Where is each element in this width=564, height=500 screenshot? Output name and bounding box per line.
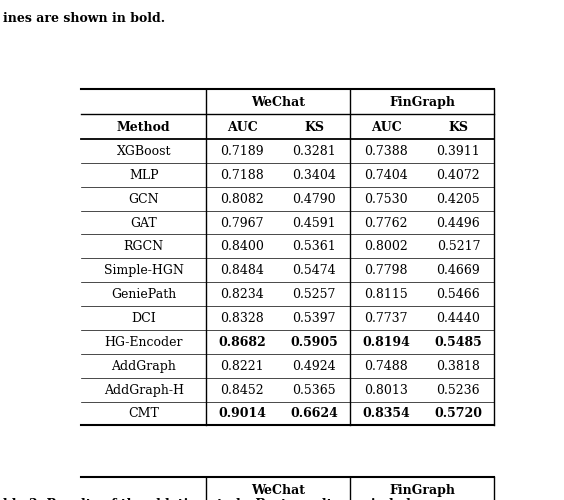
- Text: 0.4072: 0.4072: [437, 169, 480, 182]
- Text: AddGraph: AddGraph: [111, 360, 176, 372]
- Text: FinGraph: FinGraph: [389, 96, 455, 108]
- Text: 0.3281: 0.3281: [292, 145, 336, 158]
- Text: GAT: GAT: [130, 216, 157, 230]
- Text: 0.4440: 0.4440: [437, 312, 481, 325]
- Text: 0.7737: 0.7737: [364, 312, 408, 325]
- Text: DCI: DCI: [131, 312, 156, 325]
- Text: 0.8354: 0.8354: [363, 408, 410, 420]
- Text: 0.7388: 0.7388: [364, 145, 408, 158]
- Text: 0.3911: 0.3911: [437, 145, 481, 158]
- Text: GeniePath: GeniePath: [111, 288, 177, 301]
- Text: 0.5397: 0.5397: [292, 312, 336, 325]
- Text: 0.8115: 0.8115: [364, 288, 408, 301]
- Text: 0.5257: 0.5257: [293, 288, 336, 301]
- Text: 0.5365: 0.5365: [292, 384, 336, 396]
- Text: WeChat: WeChat: [251, 96, 305, 108]
- Text: 0.4496: 0.4496: [437, 216, 481, 230]
- Text: XGBoost: XGBoost: [116, 145, 171, 158]
- Text: ble 3: Results of the ablation study. Best results are in bol: ble 3: Results of the ablation study. Be…: [3, 498, 411, 500]
- Text: 0.8682: 0.8682: [218, 336, 266, 349]
- Text: 0.8452: 0.8452: [221, 384, 264, 396]
- Text: 0.8328: 0.8328: [220, 312, 264, 325]
- Text: 0.5466: 0.5466: [437, 288, 481, 301]
- Text: 0.7798: 0.7798: [364, 264, 408, 278]
- Text: 0.5236: 0.5236: [437, 384, 480, 396]
- Text: 0.5905: 0.5905: [290, 336, 338, 349]
- Text: 0.5720: 0.5720: [434, 408, 482, 420]
- Text: 0.5485: 0.5485: [434, 336, 482, 349]
- Text: 0.7488: 0.7488: [364, 360, 408, 372]
- Text: 0.4591: 0.4591: [292, 216, 336, 230]
- Text: ines are shown in bold.: ines are shown in bold.: [3, 12, 165, 26]
- Text: AddGraph-H: AddGraph-H: [104, 384, 184, 396]
- Text: 0.7189: 0.7189: [221, 145, 264, 158]
- Text: WeChat: WeChat: [251, 484, 305, 497]
- Text: AUC: AUC: [371, 120, 402, 134]
- Text: 0.7188: 0.7188: [220, 169, 264, 182]
- Text: 0.5474: 0.5474: [292, 264, 336, 278]
- Text: 0.3404: 0.3404: [292, 169, 336, 182]
- Text: 0.9014: 0.9014: [218, 408, 266, 420]
- Text: 0.4205: 0.4205: [437, 192, 480, 205]
- Text: 0.4790: 0.4790: [292, 192, 336, 205]
- Text: CMT: CMT: [128, 408, 159, 420]
- Text: 0.8234: 0.8234: [220, 288, 264, 301]
- Text: Method: Method: [117, 120, 170, 134]
- Text: 0.8484: 0.8484: [220, 264, 264, 278]
- Text: 0.4669: 0.4669: [437, 264, 481, 278]
- Text: 0.8194: 0.8194: [362, 336, 410, 349]
- Text: 0.8002: 0.8002: [364, 240, 408, 254]
- Text: Simple-HGN: Simple-HGN: [104, 264, 184, 278]
- Text: 0.8221: 0.8221: [221, 360, 264, 372]
- Text: AUC: AUC: [227, 120, 257, 134]
- Text: FinGraph: FinGraph: [389, 484, 455, 497]
- Text: 0.6624: 0.6624: [290, 408, 338, 420]
- Text: GCN: GCN: [129, 192, 159, 205]
- Text: 0.7404: 0.7404: [364, 169, 408, 182]
- Text: MLP: MLP: [129, 169, 158, 182]
- Text: 0.8082: 0.8082: [220, 192, 264, 205]
- Text: 0.8400: 0.8400: [220, 240, 264, 254]
- Text: 0.5361: 0.5361: [292, 240, 336, 254]
- Text: HG-Encoder: HG-Encoder: [104, 336, 183, 349]
- Text: RGCN: RGCN: [124, 240, 164, 254]
- Text: 0.7762: 0.7762: [364, 216, 408, 230]
- Text: 0.3818: 0.3818: [437, 360, 481, 372]
- Text: KS: KS: [448, 120, 469, 134]
- Text: 0.7530: 0.7530: [364, 192, 408, 205]
- Text: 0.5217: 0.5217: [437, 240, 480, 254]
- Text: 0.4924: 0.4924: [292, 360, 336, 372]
- Text: 0.8013: 0.8013: [364, 384, 408, 396]
- Text: 0.7967: 0.7967: [221, 216, 264, 230]
- Text: KS: KS: [304, 120, 324, 134]
